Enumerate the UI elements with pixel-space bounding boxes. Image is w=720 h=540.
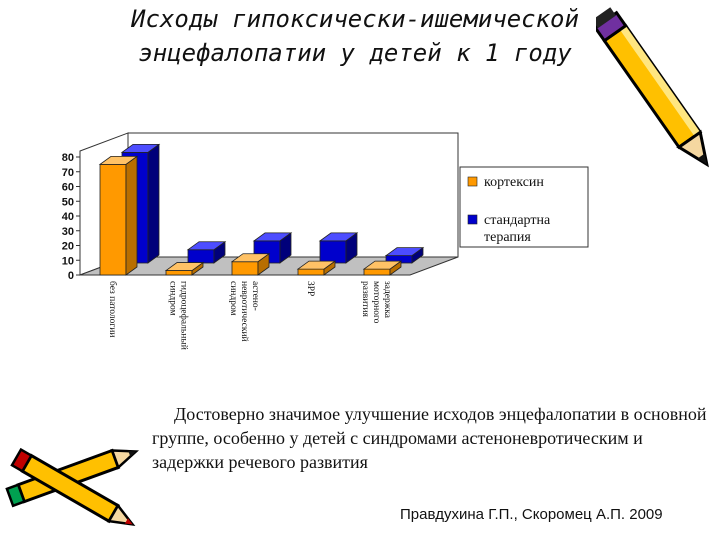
- bar-side: [147, 143, 160, 264]
- category-label-line: моторного: [371, 281, 381, 324]
- bar-top: [318, 232, 359, 242]
- bar-front: [187, 249, 215, 264]
- category-label-line: без патологии: [107, 281, 118, 337]
- bar-front: [165, 270, 193, 276]
- bar-cortexin-3: [296, 260, 337, 276]
- y-tick-label: 10: [62, 255, 74, 267]
- bar-front: [297, 268, 325, 276]
- category-label-line: невротический: [239, 281, 250, 342]
- legend-frame: [459, 166, 589, 248]
- bar-cortexin-2: [230, 252, 271, 276]
- bar-top: [98, 155, 139, 165]
- title-line-2: энцефалопатии у детей к 1 году: [138, 39, 572, 67]
- bar-cortexin-0: [98, 155, 139, 276]
- category-label-line: задержка: [382, 281, 392, 319]
- y-axis: 0 10 20 30 40 50 60 70 80: [62, 151, 81, 282]
- bar-standard-4: [384, 246, 425, 264]
- bar-side: [125, 155, 138, 276]
- y-tick-label: 50: [62, 196, 74, 208]
- category-label-line: синдром: [228, 281, 238, 316]
- y-tick-label: 60: [62, 182, 74, 194]
- y-tick-label: 40: [62, 211, 74, 223]
- category-label-3: ЗРР: [305, 281, 315, 296]
- bar-top: [186, 241, 227, 251]
- legend-label-1: терапия: [484, 230, 531, 245]
- category-label-line: астено-: [250, 281, 260, 311]
- bar-standard-1: [186, 240, 227, 264]
- y-tick-label: 0: [68, 270, 74, 282]
- bar-front: [319, 240, 347, 264]
- bar-top: [384, 247, 425, 257]
- bar-standard-3: [318, 232, 359, 264]
- pencil-icon: [596, 7, 709, 168]
- crossed-pencils-icon: [5, 447, 140, 527]
- y-tick-label: 30: [62, 226, 74, 238]
- legend-swatch-1: [467, 214, 478, 225]
- bar-top: [230, 253, 271, 263]
- conclusion-text-content: Достоверно значимое улучшение исходов эн…: [152, 404, 707, 472]
- y-tick-label: 80: [62, 152, 74, 164]
- legend-box: кортексин стандартна терапия: [459, 166, 589, 248]
- back-wall: [127, 132, 459, 258]
- category-label-line: гидроцефальный: [179, 281, 190, 350]
- authors-credit: Правдухина Г.П., Скоромец А.П. 2009: [400, 506, 663, 523]
- bar-front: [99, 163, 127, 276]
- category-label-line: ЗРР: [305, 281, 315, 296]
- bar-cortexin-1: [164, 261, 205, 276]
- bar-top: [362, 260, 403, 270]
- bars-group: [98, 143, 425, 276]
- legend-label-0: кортексин: [484, 175, 544, 190]
- legend-swatch-0: [467, 176, 478, 187]
- bar-front: [363, 268, 391, 276]
- bar-top: [252, 232, 293, 242]
- bar-chart-3d: 0 10 20 30 40 50 60 70 80 без патологии гидроцефа…: [62, 132, 589, 350]
- legend-label-1: стандартна: [484, 213, 551, 228]
- y-tick-label: 70: [62, 167, 74, 179]
- slide-title: Исходы гипоксически-ишемической энцефало…: [70, 2, 640, 70]
- conclusion-text: Достоверно значимое улучшение исходов эн…: [152, 402, 708, 474]
- category-label-line: синдром: [168, 281, 178, 316]
- title-line-1: Исходы гипоксически-ишемической: [131, 5, 579, 33]
- bar-top: [120, 143, 161, 153]
- y-tick-label: 20: [62, 241, 74, 253]
- category-label-line: развития: [360, 281, 370, 318]
- bar-top: [296, 260, 337, 270]
- bar-top: [164, 262, 205, 271]
- category-label-0: без патологии: [107, 281, 118, 337]
- bar-cortexin-4: [362, 260, 403, 276]
- bar-front: [231, 261, 259, 276]
